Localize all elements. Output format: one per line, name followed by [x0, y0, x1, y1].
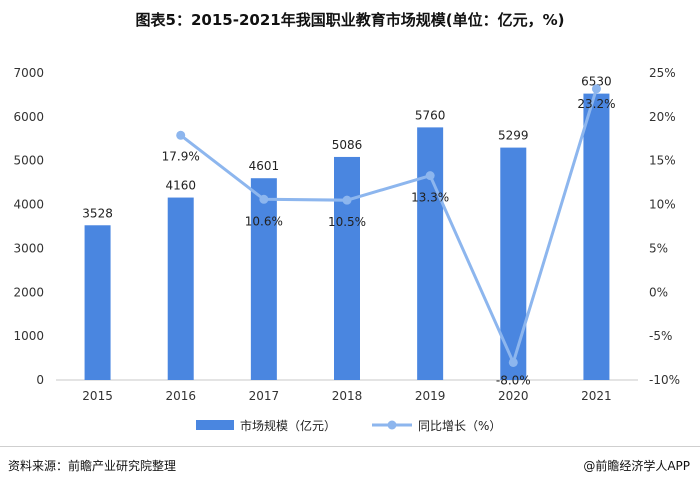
x-tick-label: 2021 — [581, 389, 612, 403]
bar — [583, 93, 610, 380]
y-right-tick-label: 15% — [649, 154, 676, 168]
x-tick-label: 2016 — [165, 389, 196, 403]
growth-value-label: 23.2% — [577, 97, 615, 111]
x-tick-label: 2019 — [415, 389, 446, 403]
bar-value-label: 5299 — [498, 129, 529, 143]
y-left-tick-label: 1000 — [13, 329, 44, 343]
y-right-tick-label: 5% — [649, 241, 668, 255]
bar — [250, 178, 277, 380]
legend-line-label: 同比增长（%） — [418, 419, 501, 433]
y-right-tick-label: 25% — [649, 66, 676, 80]
x-tick-label: 2015 — [82, 389, 113, 403]
source-note: 资料来源：前瞻产业研究院整理 — [8, 459, 177, 473]
growth-value-label: 13.3% — [411, 191, 449, 205]
growth-point — [508, 357, 518, 367]
growth-value-label: 10.5% — [328, 215, 366, 229]
growth-point — [176, 130, 186, 140]
growth-value-label: 10.6% — [245, 214, 283, 228]
legend-bar-label: 市场规模（亿元） — [240, 418, 336, 433]
bar-value-label: 4601 — [249, 159, 280, 173]
x-tick-label: 2017 — [249, 389, 280, 403]
growth-point — [425, 171, 435, 181]
bar-labels: 3528 4160 4601 5086 5760 5299 6530 — [82, 75, 611, 221]
y-right-tick-label: 10% — [649, 198, 676, 212]
bar-value-label: 5086 — [332, 138, 363, 152]
bar-value-label: 4160 — [165, 179, 196, 193]
legend-bar-swatch — [196, 420, 234, 430]
bar-series — [84, 93, 610, 380]
y-axis-right: -10% -5% 0% 5% 10% 15% 20% 25% — [649, 66, 680, 387]
growth-point — [342, 195, 352, 205]
footer-divider — [0, 446, 700, 447]
y-axis-left: 0 1000 2000 3000 4000 5000 6000 7000 — [13, 66, 44, 387]
y-left-tick-label: 4000 — [13, 198, 44, 212]
growth-point — [591, 84, 601, 94]
legend: 市场规模（亿元） 同比增长（%） — [196, 418, 501, 433]
y-right-tick-label: -5% — [649, 329, 672, 343]
x-tick-label: 2020 — [498, 389, 529, 403]
growth-line — [179, 88, 598, 367]
y-right-tick-label: -10% — [649, 373, 680, 387]
x-axis: 2015 2016 2017 2018 2019 2020 2021 — [56, 379, 638, 403]
line-series — [176, 84, 601, 367]
y-left-tick-label: 0 — [36, 373, 44, 387]
bar — [334, 156, 360, 380]
bar-value-label: 3528 — [82, 206, 113, 220]
y-left-tick-label: 3000 — [13, 241, 44, 255]
y-left-tick-label: 5000 — [13, 154, 44, 168]
chart-title: 图表5：2015-2021年我国职业教育市场规模(单位：亿元，%) — [135, 11, 565, 29]
brand-note: @前瞻经济学人APP — [583, 459, 690, 473]
y-right-tick-label: 20% — [649, 110, 676, 124]
bar — [167, 197, 194, 380]
y-left-tick-label: 2000 — [13, 285, 44, 299]
y-left-tick-label: 6000 — [13, 110, 44, 124]
y-right-tick-label: 0% — [649, 285, 668, 299]
bar-value-label: 6530 — [581, 75, 612, 89]
y-left-tick-label: 7000 — [13, 66, 44, 80]
growth-value-label: 17.9% — [162, 149, 200, 163]
bar — [84, 225, 111, 380]
legend-line-marker — [387, 420, 397, 430]
growth-point — [259, 194, 269, 204]
bar — [417, 127, 444, 380]
line-labels: 17.9% 10.6% 10.5% 13.3% -8.0% 23.2% — [162, 97, 616, 388]
bar-value-label: 5760 — [415, 108, 446, 122]
x-tick-label: 2018 — [332, 389, 363, 403]
growth-value-label: -8.0% — [496, 373, 531, 387]
